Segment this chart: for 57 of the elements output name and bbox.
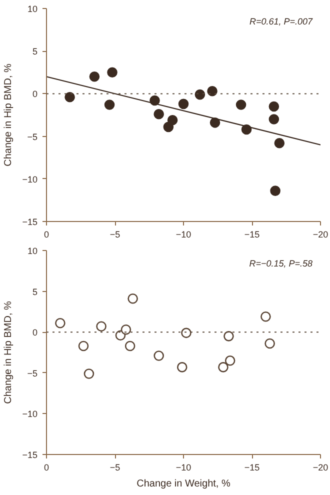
point	[120, 324, 132, 335]
point	[178, 98, 189, 110]
x-tick-label: −15	[244, 462, 260, 472]
x-tick-label: −10	[176, 462, 192, 472]
y-tick-label: 10	[27, 246, 38, 256]
annotation: R=−0.15, P=.58	[249, 258, 313, 268]
point	[194, 89, 206, 100]
point	[224, 331, 234, 342]
y-tick-label: 0	[32, 328, 38, 338]
x-tick-label: −5	[110, 230, 120, 240]
x-tick-label: 0	[44, 230, 50, 240]
point	[84, 368, 94, 379]
point	[207, 86, 218, 96]
x-tick-label: −20	[312, 230, 328, 240]
y-tick-label: −15	[22, 450, 38, 460]
x-tick-label: 0	[44, 462, 50, 472]
point	[78, 340, 89, 352]
point	[268, 101, 280, 112]
point	[260, 311, 271, 322]
y-tick-label: −10	[22, 174, 38, 184]
point	[55, 318, 66, 328]
point	[218, 362, 228, 372]
y-tick-label: −5	[27, 132, 38, 142]
y-axis-title: Change in Hip BMD, %	[3, 300, 14, 404]
point	[96, 321, 106, 332]
point	[264, 338, 275, 349]
point	[167, 114, 178, 126]
point	[236, 100, 246, 110]
x-axis-title: Change in Weight, %	[136, 478, 230, 490]
y-tick-label: 10	[27, 4, 38, 14]
point	[154, 109, 164, 120]
x-tick-label: −20	[312, 462, 328, 472]
y-tick-label: 5	[32, 286, 38, 297]
x-tick-label: −10	[176, 230, 192, 240]
annotation: R=0.61, P=.007	[249, 16, 314, 26]
point	[64, 92, 75, 102]
point	[268, 114, 280, 124]
point	[107, 67, 118, 78]
point	[104, 100, 115, 110]
y-tick-label: −15	[22, 217, 38, 227]
point	[274, 138, 285, 148]
y-tick-label: 0	[32, 89, 38, 100]
point	[181, 328, 192, 338]
point	[128, 294, 138, 304]
y-tick-label: −10	[22, 409, 38, 420]
x-tick-label: −5	[110, 462, 120, 472]
point	[154, 350, 164, 361]
point	[224, 356, 236, 366]
point	[270, 186, 280, 196]
point	[124, 340, 136, 352]
point	[176, 362, 188, 372]
x-tick-label: −15	[244, 230, 260, 240]
point	[210, 118, 220, 128]
point	[89, 72, 100, 82]
y-tick-label: 5	[32, 46, 38, 57]
y-tick-label: −5	[27, 368, 38, 378]
y-axis-title: Change in Hip BMD, %	[3, 63, 14, 166]
